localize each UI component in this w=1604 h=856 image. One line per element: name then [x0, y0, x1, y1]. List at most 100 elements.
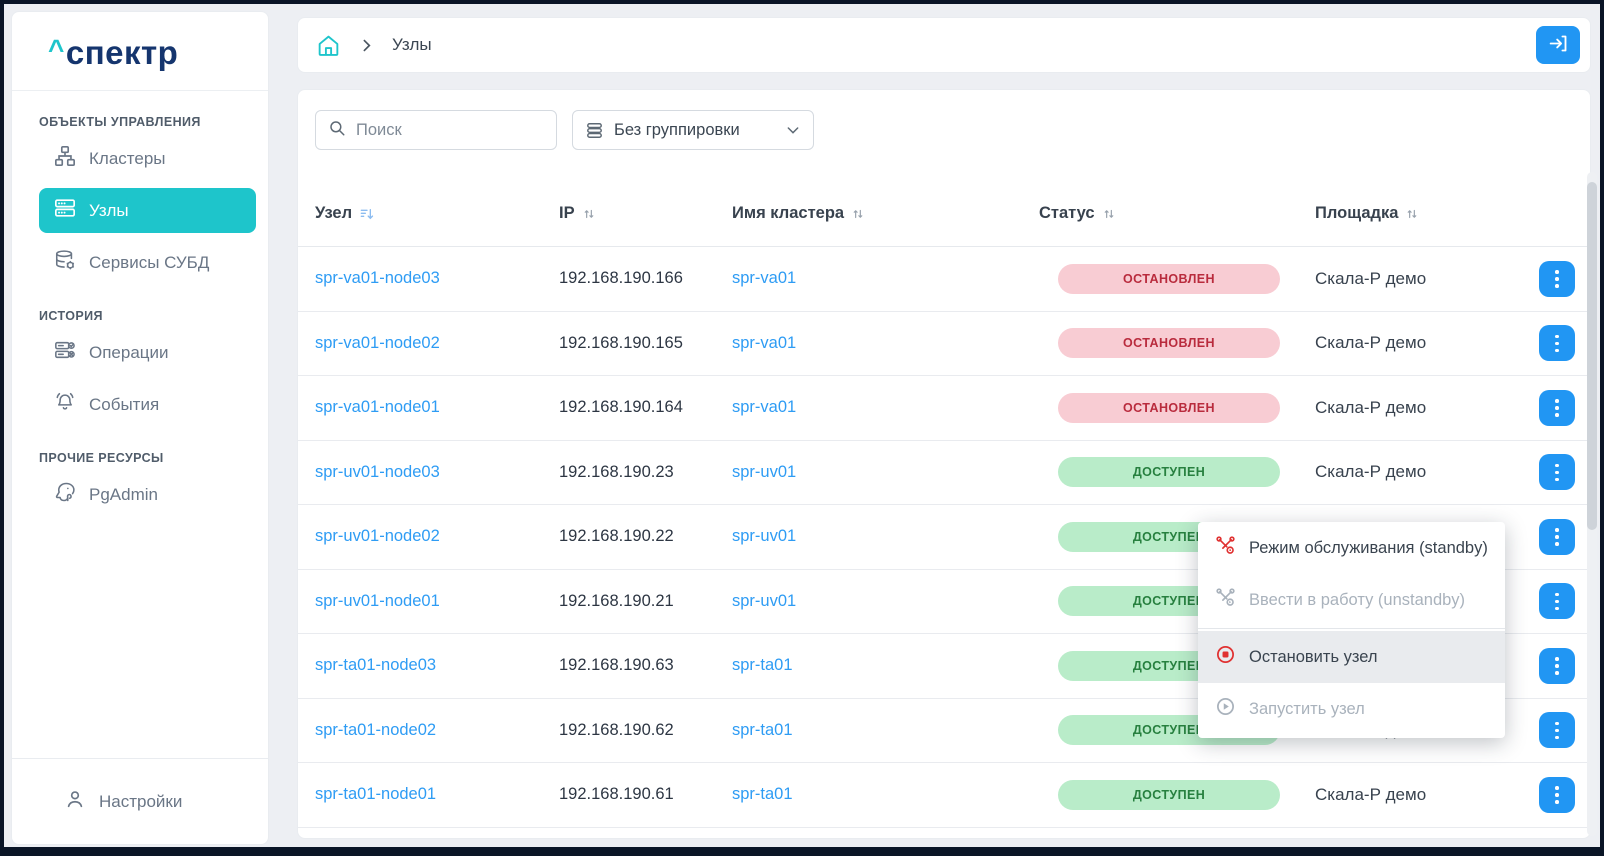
pgadmin-icon — [54, 481, 76, 508]
events-icon — [54, 391, 76, 418]
row-actions-button[interactable] — [1539, 712, 1575, 749]
cluster-link[interactable]: spr-uv01 — [732, 591, 797, 610]
menu-item-label: Режим обслуживания (standby) — [1249, 538, 1488, 557]
menu-item-standby[interactable]: Режим обслуживания (standby) — [1198, 522, 1505, 574]
ip-cell: 192.168.190.21 — [559, 591, 674, 610]
column-header-cluster[interactable]: Имя кластера — [732, 204, 1039, 223]
sidebar-item-db-services[interactable]: Сервисы СУБД — [39, 240, 256, 285]
content-panel: Без группировки Узел IP Имя кластера Ста… — [297, 89, 1591, 839]
sidebar-item-events[interactable]: События — [39, 382, 256, 427]
vertical-scrollbar — [1587, 172, 1597, 836]
ip-cell: 192.168.190.62 — [559, 720, 674, 739]
column-header-ip[interactable]: IP — [559, 204, 732, 223]
column-header-site[interactable]: Площадка — [1315, 204, 1539, 223]
table-row: spr-va01-node02 192.168.190.165 spr-va01… — [298, 312, 1590, 376]
sidebar-section-history: ИСТОРИЯ Операции События — [12, 309, 268, 427]
chevron-right-icon — [358, 37, 375, 54]
stop-icon — [1215, 644, 1236, 670]
sidebar-section-label: ПРОЧИЕ РЕСУРСЫ — [39, 451, 164, 465]
row-actions-button[interactable] — [1539, 583, 1575, 620]
row-actions-button[interactable] — [1539, 325, 1575, 362]
logout-icon — [1548, 33, 1569, 57]
cluster-icon — [54, 145, 76, 172]
site-cell: Скала-Р демо — [1315, 333, 1427, 353]
menu-item-label: Ввести в работу (unstandby) — [1249, 590, 1466, 609]
ip-cell: 192.168.190.63 — [559, 656, 674, 675]
node-link[interactable]: spr-uv01-node03 — [315, 462, 440, 481]
status-badge: ДОСТУПЕН — [1058, 779, 1280, 810]
row-actions-button[interactable] — [1539, 454, 1575, 491]
breadcrumb-current: Узлы — [392, 35, 432, 54]
sidebar-item-label: Кластеры — [89, 148, 166, 168]
node-link[interactable]: spr-va01-node01 — [315, 398, 440, 417]
row-actions-button[interactable] — [1539, 647, 1575, 684]
grouping-icon — [585, 121, 604, 140]
sidebar-item-settings[interactable]: Настройки — [12, 758, 268, 844]
chevron-down-icon — [785, 122, 801, 138]
operations-icon — [54, 339, 76, 366]
sort-both-icon — [1405, 207, 1419, 221]
site-cell: Скала-Р демо — [1315, 784, 1427, 804]
table-header: Узел IP Имя кластера Статус Площадка — [298, 181, 1590, 247]
ip-cell: 192.168.190.165 — [559, 333, 683, 352]
cluster-link[interactable]: spr-va01 — [732, 269, 797, 288]
context-menu: Режим обслуживания (standby) Ввести в ра… — [1198, 522, 1505, 738]
site-cell: Скала-Р демо — [1315, 397, 1427, 417]
node-link[interactable]: spr-ta01-node02 — [315, 720, 437, 739]
sort-both-icon — [582, 207, 596, 221]
table-row: spr-ta01-node01 192.168.190.61 spr-ta01 … — [298, 763, 1590, 828]
logo-text: спектр — [65, 34, 179, 71]
breadcrumb-bar: Узлы — [297, 17, 1591, 73]
status-badge: ДОСТУПЕН — [1058, 457, 1280, 488]
cluster-link[interactable]: spr-ta01 — [732, 656, 793, 675]
grouping-value: Без группировки — [614, 120, 740, 139]
node-link[interactable]: spr-ta01-node03 — [315, 656, 437, 675]
sidebar-item-pgadmin[interactable]: PgAdmin — [39, 472, 256, 517]
cluster-link[interactable]: spr-ta01 — [732, 720, 793, 739]
menu-item-stop-node[interactable]: Остановить узел — [1198, 631, 1505, 683]
cluster-link[interactable]: spr-uv01 — [732, 462, 797, 481]
cluster-link[interactable]: spr-va01 — [732, 398, 797, 417]
sidebar-section-objects: ОБЪЕКТЫ УПРАВЛЕНИЯ Кластеры Узлы Сервисы… — [12, 115, 268, 285]
sidebar-section-label: ИСТОРИЯ — [39, 309, 103, 323]
db-services-icon — [54, 249, 76, 276]
row-actions-button[interactable] — [1539, 389, 1575, 426]
ip-cell: 192.168.190.166 — [559, 269, 683, 288]
grouping-dropdown[interactable]: Без группировки — [572, 110, 814, 150]
table-row: spr-va01-node03 192.168.190.166 spr-va01… — [298, 247, 1590, 312]
ip-cell: 192.168.190.61 — [559, 785, 674, 804]
app-logo: ^спектр — [12, 12, 268, 91]
node-link[interactable]: spr-va01-node03 — [315, 269, 440, 288]
node-link[interactable]: spr-va01-node02 — [315, 333, 440, 352]
scrollbar-thumb[interactable] — [1587, 182, 1597, 530]
node-link[interactable]: spr-uv01-node02 — [315, 527, 440, 546]
table-row: spr-va01-node01 192.168.190.164 spr-va01… — [298, 376, 1590, 441]
start-icon — [1215, 696, 1236, 722]
node-link[interactable]: spr-uv01-node01 — [315, 591, 440, 610]
row-actions-button[interactable] — [1539, 518, 1575, 555]
row-actions-button[interactable] — [1539, 776, 1575, 813]
site-cell: Скала-Р демо — [1315, 268, 1427, 288]
menu-item-unstandby: Ввести в работу (unstandby) — [1198, 574, 1505, 626]
menu-item-label: Запустить узел — [1249, 699, 1365, 718]
sidebar-item-clusters[interactable]: Кластеры — [39, 136, 256, 181]
sidebar-section-other: ПРОЧИЕ РЕСУРСЫ PgAdmin — [12, 451, 268, 517]
cluster-link[interactable]: spr-uv01 — [732, 527, 797, 546]
sort-desc-icon — [359, 206, 375, 222]
sidebar-item-nodes[interactable]: Узлы — [39, 188, 256, 233]
logout-button[interactable] — [1536, 26, 1580, 64]
home-icon[interactable] — [316, 33, 341, 58]
cluster-link[interactable]: spr-va01 — [732, 333, 797, 352]
nodes-icon — [54, 197, 76, 224]
row-actions-button[interactable] — [1539, 260, 1575, 297]
node-link[interactable]: spr-ta01-node01 — [315, 785, 437, 804]
user-icon — [64, 788, 86, 815]
unstandby-icon — [1215, 587, 1236, 613]
sidebar-item-operations[interactable]: Операции — [39, 330, 256, 375]
cluster-link[interactable]: spr-ta01 — [732, 785, 793, 804]
menu-item-start-node: Запустить узел — [1198, 683, 1505, 735]
column-header-status[interactable]: Статус — [1039, 204, 1315, 223]
column-header-node[interactable]: Узел — [315, 204, 559, 223]
search-input[interactable] — [356, 120, 544, 140]
